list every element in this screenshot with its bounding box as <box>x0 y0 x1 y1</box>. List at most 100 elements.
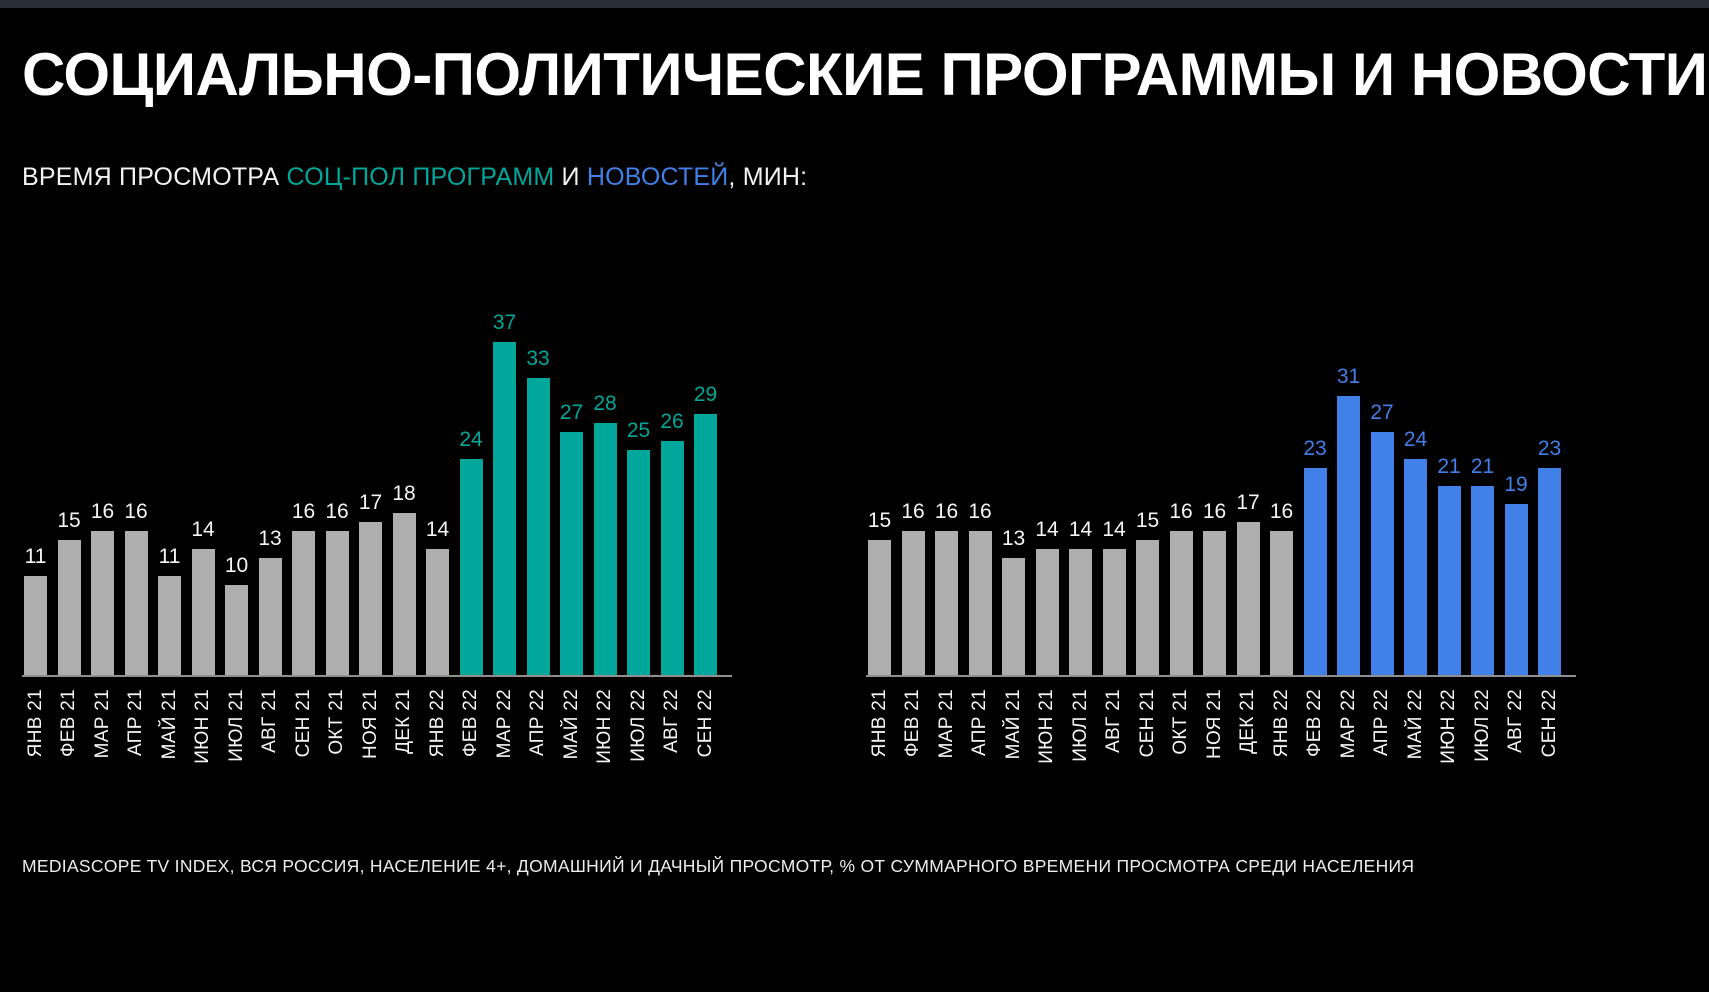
bar-rect <box>1203 531 1226 675</box>
x-axis-tick: АВГ 21 <box>1103 689 1126 804</box>
x-axis-tick-label: ФЕВ 22 <box>460 689 481 758</box>
bar: 24 <box>1404 428 1427 675</box>
x-axis-tick: ОКТ 21 <box>1170 689 1193 804</box>
x-axis-tick-label: АПР 22 <box>527 689 548 757</box>
x-axis-tick: ЯНВ 21 <box>868 689 891 804</box>
x-axis-tick: МАР 22 <box>1337 689 1360 804</box>
bar-rect <box>359 522 382 675</box>
x-axis-tick: ИЮН 22 <box>1438 689 1461 804</box>
bar: 15 <box>868 509 891 675</box>
x-axis-tick: ЯНВ 21 <box>24 689 47 804</box>
bar-value-label: 16 <box>90 500 115 523</box>
bar-value-label: 18 <box>392 482 416 505</box>
bar: 24 <box>459 428 483 675</box>
bar-value-label: 27 <box>1370 401 1394 424</box>
bar-rect <box>593 423 617 675</box>
bar: 16 <box>968 500 992 675</box>
x-axis-tick-label: СЕН 21 <box>1136 689 1158 758</box>
bar-value-label: 11 <box>158 545 181 568</box>
bar: 13 <box>258 527 282 675</box>
bar: 16 <box>901 500 925 675</box>
x-axis-tick-label: ИЮЛ 21 <box>225 689 247 762</box>
bar: 16 <box>1169 500 1193 675</box>
x-axis: ЯНВ 21 ФЕВ 21 МАР 21 АПР 21 МАЙ 21 ИЮН 21 ИЮЛ … <box>22 677 732 804</box>
bar: 14 <box>191 518 215 675</box>
x-axis-tick: СЕН 22 <box>694 689 717 804</box>
bar-rect <box>935 531 958 675</box>
x-axis-tick: МАЙ 22 <box>1404 689 1427 804</box>
x-axis-tick: СЕН 21 <box>1136 689 1159 804</box>
x-axis-tick: МАР 21 <box>935 689 958 804</box>
x-axis-tick: СЕН 21 <box>292 689 315 804</box>
bar-value-label: 26 <box>660 410 684 433</box>
bar: 14 <box>1102 518 1126 675</box>
bar-value-label: 29 <box>693 383 718 406</box>
x-axis-tick: АПР 21 <box>125 689 148 804</box>
bar: 16 <box>91 500 114 675</box>
bar-rect <box>258 558 282 675</box>
bar-value-label: 15 <box>1135 509 1160 532</box>
bar-value-label: 28 <box>593 392 617 415</box>
bar: 31 <box>1337 365 1360 675</box>
bar-rect <box>901 531 925 675</box>
x-axis-tick: ИЮН 22 <box>594 689 617 804</box>
chart-socpol-programs: 11 15 16 16 11 14 10 13 16 16 17 18 14 24 37 33 27 28 25 26… <box>22 305 732 804</box>
bar-value-label: 15 <box>867 509 892 532</box>
x-axis-tick: НОЯ 21 <box>1203 689 1226 804</box>
bar-rect <box>91 531 114 675</box>
bar: 16 <box>935 500 958 675</box>
bar-rect <box>426 549 449 675</box>
bar: 11 <box>158 545 181 675</box>
window-edge <box>0 0 1709 8</box>
x-axis-tick-label: ЯНВ 21 <box>24 689 46 758</box>
bar-value-label: 16 <box>1269 500 1294 523</box>
bar: 16 <box>325 500 349 675</box>
x-axis-tick: ДЕК 21 <box>393 689 416 804</box>
bar: 14 <box>426 518 449 675</box>
bar: 14 <box>1069 518 1092 675</box>
bar-rect <box>1102 549 1126 675</box>
bar-value-label: 23 <box>1303 437 1327 460</box>
x-axis-tick: МАЙ 21 <box>1002 689 1025 804</box>
bar: 23 <box>1538 437 1561 675</box>
bar: 21 <box>1437 455 1461 675</box>
bar-rect <box>1504 504 1528 675</box>
x-axis-tick: АПР 21 <box>969 689 992 804</box>
bar-rect <box>1538 468 1561 675</box>
x-axis-tick-label: МАЙ 21 <box>158 689 180 760</box>
x-axis-tick-label: АВГ 22 <box>1505 689 1526 753</box>
x-axis-tick: АВГ 22 <box>1505 689 1528 804</box>
x-axis-tick-label: ЯНВ 22 <box>1270 689 1292 758</box>
x-axis-tick: ИЮЛ 21 <box>1069 689 1092 804</box>
bar-value-label: 16 <box>124 500 148 523</box>
bar-value-label: 16 <box>291 500 316 523</box>
bar-value-label: 13 <box>258 527 282 550</box>
bar-rect <box>660 441 684 675</box>
bar-rect <box>1002 558 1025 675</box>
bar-rect <box>526 378 550 675</box>
bar: 17 <box>1236 491 1260 675</box>
bar: 15 <box>1136 509 1159 675</box>
bar-rect <box>1236 522 1260 675</box>
x-axis-tick: ИЮЛ 22 <box>1471 689 1494 804</box>
bar-value-label: 37 <box>492 311 517 334</box>
subtitle-middle: И <box>554 163 587 191</box>
x-axis-tick: ИЮЛ 22 <box>627 689 650 804</box>
x-axis-tick-label: ИЮН 22 <box>1438 689 1459 764</box>
bar-rect <box>1404 459 1427 675</box>
bar-rect <box>1035 549 1059 675</box>
bar-value-label: 24 <box>459 428 483 451</box>
x-axis-tick: ДЕК 21 <box>1237 689 1260 804</box>
x-axis: ЯНВ 21 ФЕВ 21 МАР 21 АПР 21 МАЙ 21 ИЮН 21 ИЮЛ … <box>866 677 1576 804</box>
bar-value-label: 23 <box>1537 437 1562 460</box>
bar-rect <box>191 549 215 675</box>
bar: 27 <box>1370 401 1394 675</box>
x-axis-tick-label: МАЙ 22 <box>1404 689 1426 760</box>
x-axis-tick: МАР 21 <box>91 689 114 804</box>
x-axis-tick: МАР 22 <box>493 689 516 804</box>
bar-value-label: 14 <box>425 518 450 541</box>
bar-value-label: 14 <box>1068 518 1093 541</box>
x-axis-tick-label: МАЙ 21 <box>1002 689 1024 760</box>
x-axis-tick-label: ДЕК 21 <box>393 689 414 754</box>
bar: 15 <box>57 509 81 675</box>
